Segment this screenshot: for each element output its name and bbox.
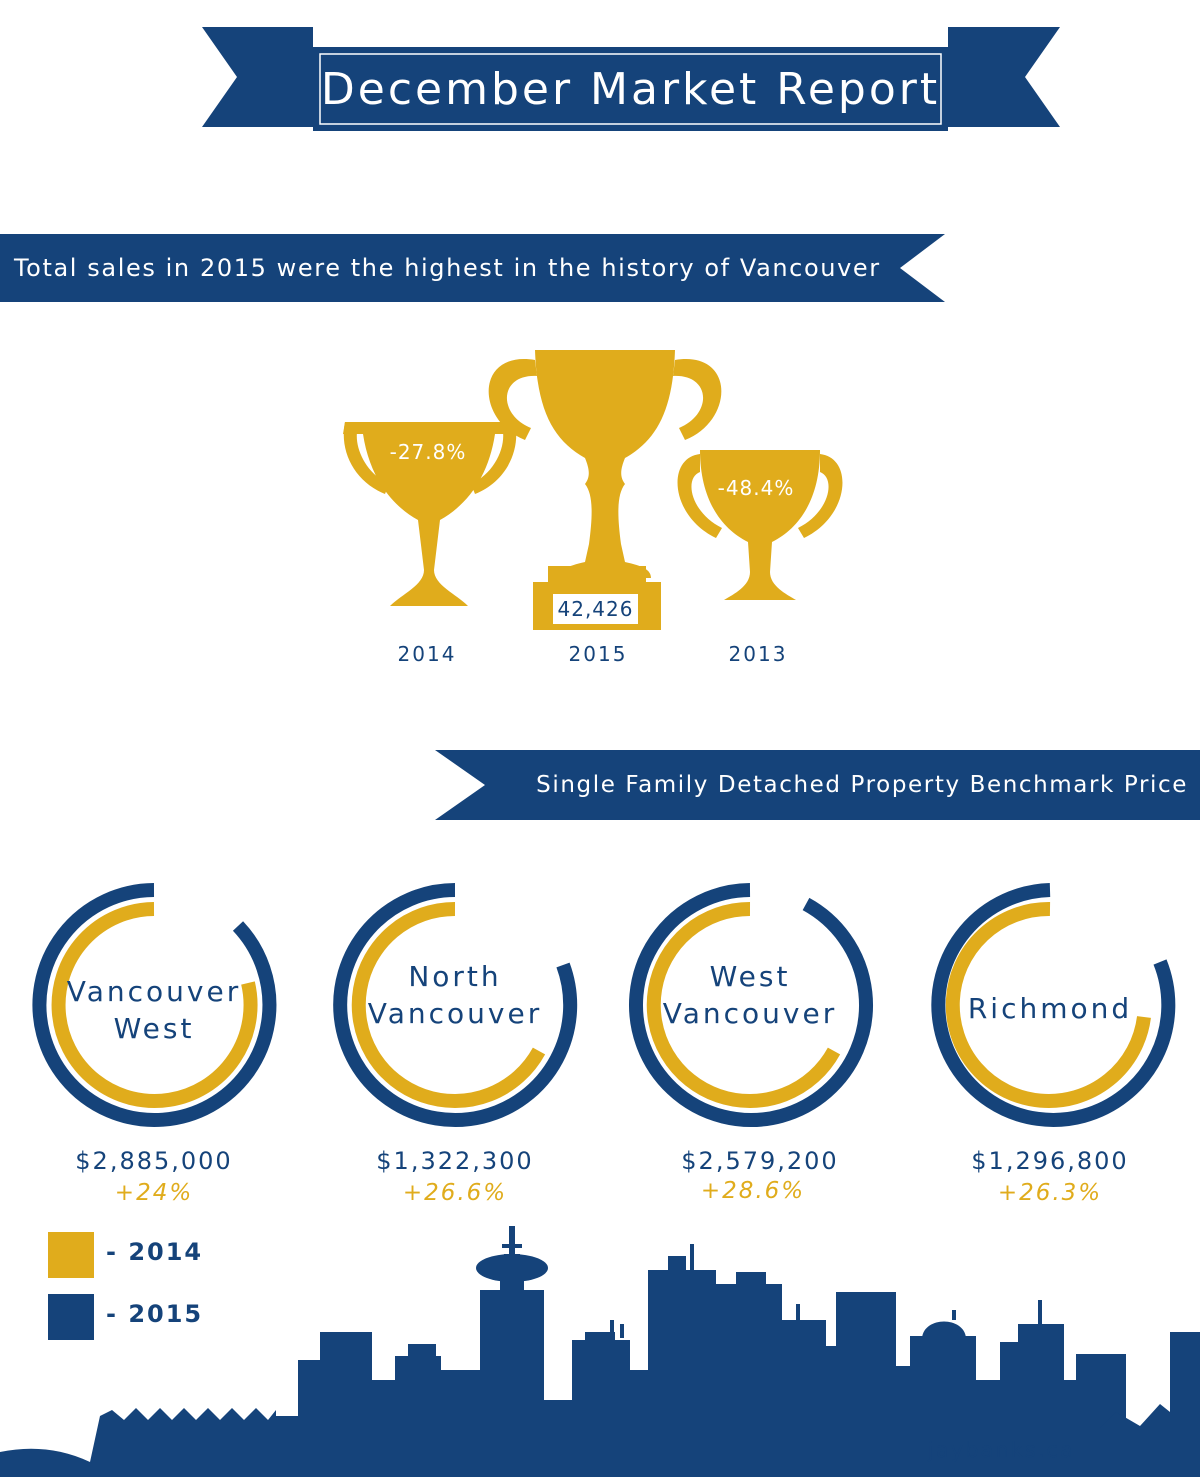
region-name-line2: Vancouver [662,997,838,1030]
sales-banner-text: Total sales in 2015 were the highest in … [14,254,881,282]
trophy-2013-icon [677,450,843,600]
region-label-north-vancouver: North Vancouver [335,935,575,1055]
trophy-2014-year: 2014 [397,642,457,666]
legend-label-2014: - 2014 [106,1238,204,1266]
price-rings [32,883,1176,1127]
city-skyline-graphic [0,1226,1200,1477]
sales-banner [0,234,945,302]
region-name-line2: West [113,1012,195,1045]
legend-swatch-2015 [48,1294,94,1340]
region-name-line1: North [408,960,502,993]
region-name-line1: West [709,960,791,993]
region-name-line1: Richmond [967,991,1133,1025]
title-ribbon [202,27,1060,131]
change-vancouver-west: +24% [114,1180,194,1206]
trophy-2014-icon [343,422,517,606]
legend-label-2015: - 2015 [106,1300,204,1328]
page-title: December Market Report [320,63,941,115]
trophy-2014-change: -27.8% [389,440,467,464]
price-west-vancouver: $2,579,200 [681,1147,839,1175]
region-label-west-vancouver: West Vancouver [630,935,870,1055]
region-label-vancouver-west: Vancouver West [34,950,274,1070]
price-richmond: $1,296,800 [971,1147,1129,1175]
benchmark-banner [435,750,1200,820]
price-north-vancouver: $1,322,300 [376,1147,534,1175]
region-name-line2: Vancouver [367,997,543,1030]
change-north-vancouver: +26.6% [402,1180,508,1206]
region-label-richmond: Richmond [930,948,1170,1068]
benchmark-banner-text: Single Family Detached Property Benchmar… [536,772,1188,798]
site-url: jaybanks.ca [928,1438,1075,1462]
price-vancouver-west: $2,885,000 [75,1147,233,1175]
legend-swatch-2014 [48,1232,94,1278]
trophy-2013-change: -48.4% [717,476,795,500]
change-richmond: +26.3% [997,1180,1103,1206]
region-name-line1: Vancouver [66,975,242,1008]
total-sales-value: 42,426 [553,594,638,624]
trophy-2015-year: 2015 [568,642,628,666]
trophy-2013-year: 2013 [728,642,788,666]
change-west-vancouver: +28.6% [700,1178,806,1204]
